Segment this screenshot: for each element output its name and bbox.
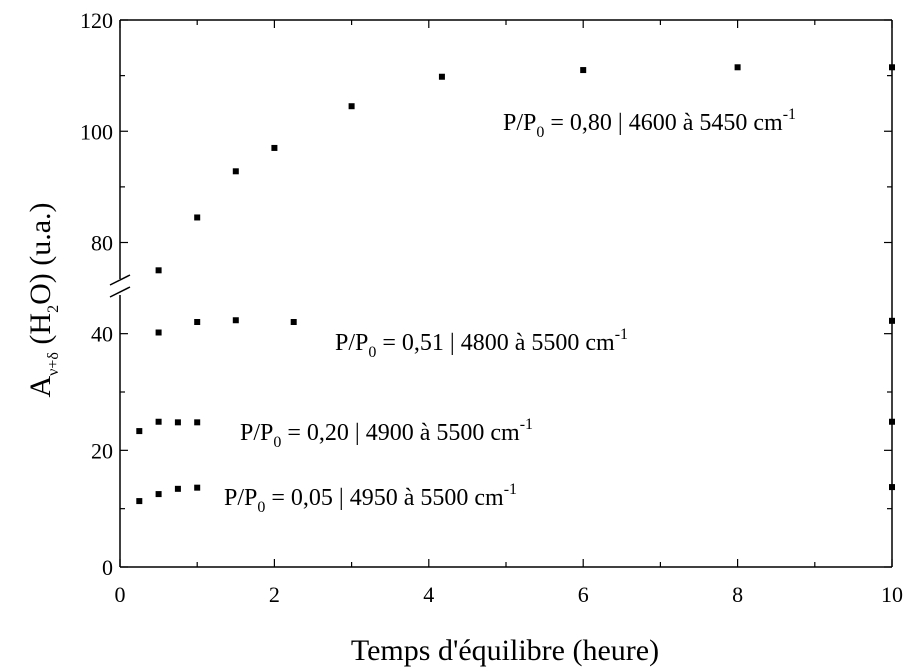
data-point-series-2 xyxy=(889,418,895,425)
x-tick-label: 10 xyxy=(881,582,903,607)
x-tick-label: 6 xyxy=(578,582,589,607)
data-point-series-1 xyxy=(889,317,895,324)
y-tick-label: 40 xyxy=(91,322,113,347)
data-point-series-0 xyxy=(889,64,895,71)
data-point-series-3 xyxy=(889,484,895,491)
x-tick-label: 2 xyxy=(269,582,280,607)
data-point-series-1 xyxy=(232,317,239,324)
y-tick-label: 80 xyxy=(91,231,113,256)
series-label-051: P/P0 = 0,51 | 4800 à 5500 cm-1 xyxy=(335,326,628,361)
data-point-series-0 xyxy=(232,168,239,175)
data-point-series-0 xyxy=(580,67,587,74)
y-axis-label: Aν+δ (H2O) (u.a.) xyxy=(24,202,62,397)
data-point-series-2 xyxy=(155,418,162,425)
data-point-series-0 xyxy=(194,214,201,221)
x-tick-label: 8 xyxy=(732,582,743,607)
data-point-series-2 xyxy=(136,428,143,435)
y-tick-label: 100 xyxy=(80,119,113,144)
data-point-series-1 xyxy=(290,319,297,325)
data-point-series-0 xyxy=(438,73,445,80)
data-point-series-0 xyxy=(271,144,278,151)
y-tick-label: 0 xyxy=(102,555,113,580)
x-tick-label: 0 xyxy=(115,582,126,607)
data-points xyxy=(136,64,895,505)
data-point-series-0 xyxy=(155,267,162,274)
x-axis-label: Temps d'équilibre (heure) xyxy=(351,634,659,667)
data-point-series-1 xyxy=(194,319,201,325)
axis-break-mark xyxy=(109,274,131,286)
series-label-005: P/P0 = 0,05 | 4950 à 5500 cm-1 xyxy=(224,481,517,516)
series-label-020: P/P0 = 0,20 | 4900 à 5500 cm-1 xyxy=(240,416,533,451)
data-point-series-3 xyxy=(155,491,162,498)
data-point-series-2 xyxy=(174,419,181,426)
data-point-series-0 xyxy=(734,64,741,71)
data-point-series-2 xyxy=(194,419,201,426)
data-point-series-3 xyxy=(174,485,181,492)
axis-break-mark xyxy=(109,286,131,298)
data-point-series-3 xyxy=(136,498,143,505)
x-tick-label: 4 xyxy=(423,582,434,607)
y-tick-label: 120 xyxy=(80,8,113,33)
y-tick-label: 20 xyxy=(91,438,113,463)
series-label-080: P/P0 = 0,80 | 4600 à 5450 cm-1 xyxy=(503,106,796,141)
data-point-series-3 xyxy=(194,484,201,491)
data-point-series-1 xyxy=(155,329,162,336)
data-point-series-0 xyxy=(348,103,355,110)
